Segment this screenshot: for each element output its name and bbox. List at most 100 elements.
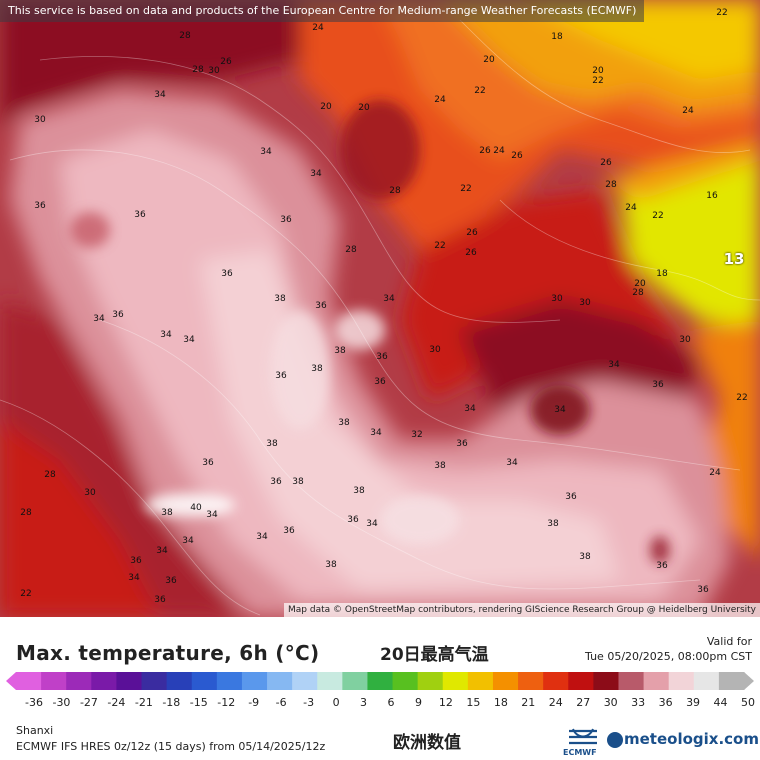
color-scale-tick-label: 0	[332, 696, 340, 709]
color-scale-tick-label: 15	[466, 696, 481, 709]
contour-label: 36	[283, 526, 295, 536]
contour-label: 20	[320, 102, 332, 112]
color-scale-segment	[693, 672, 720, 690]
contour-label: 40	[190, 503, 202, 513]
contour-label: 22	[460, 184, 472, 194]
contour-label: 36	[112, 310, 124, 320]
color-scale-tick-label: 18	[493, 696, 508, 709]
contour-label: 28	[389, 186, 401, 196]
contour-label: 38	[161, 508, 173, 518]
contour-label: 34	[366, 519, 378, 529]
contour-label: 34	[608, 360, 620, 370]
color-scale-segment	[518, 672, 544, 690]
contour-label: 38	[547, 519, 559, 529]
color-scale-tick-label: 30	[603, 696, 618, 709]
color-scale-tick-label: 6	[387, 696, 395, 709]
contour-label: 36	[165, 576, 177, 586]
contour-label: 36	[202, 458, 214, 468]
contour-label: 36	[154, 595, 166, 605]
contour-label: 34	[370, 428, 382, 438]
contour-label: 26	[466, 228, 478, 238]
contour-label: 34	[383, 294, 395, 304]
color-scale-min-arrow	[6, 672, 16, 690]
color-scale-max-arrow	[744, 672, 754, 690]
contour-label: 30	[34, 115, 46, 125]
contour-label: 32	[411, 430, 423, 440]
color-scale-tick-label: -6	[275, 696, 287, 709]
contour-label: 34	[156, 546, 168, 556]
color-scale-segment	[367, 672, 394, 690]
color-scale-segment	[568, 672, 594, 690]
color-scale-tick-label: -15	[189, 696, 208, 709]
color-scale-tick-label: 12	[438, 696, 453, 709]
color-scale-tick-label: 3	[360, 696, 368, 709]
color-scale-tick-label: -27	[79, 696, 98, 709]
contour-label: 34	[506, 458, 518, 468]
color-scale-segment	[267, 672, 293, 690]
color-scale-tick-label: 21	[521, 696, 536, 709]
contour-label: 38	[274, 294, 286, 304]
contour-label: 36	[134, 210, 146, 220]
contour-label: 34	[93, 314, 105, 324]
contour-label: 34	[183, 335, 195, 345]
color-scale-segment	[41, 672, 67, 690]
region-name: Shanxi	[16, 724, 54, 737]
meteologix-brand[interactable]: meteologix.com	[624, 730, 759, 748]
contour-label: 26	[511, 151, 523, 161]
contour-label: 34	[464, 404, 476, 414]
color-scale-segment	[116, 672, 143, 690]
contour-label: 38	[325, 560, 337, 570]
contour-label: 28	[605, 180, 617, 190]
boundary-lines	[0, 19, 760, 616]
contour-label: 38	[334, 346, 346, 356]
contour-label: 30	[579, 298, 591, 308]
map-attribution[interactable]: Map data © OpenStreetMap contributors, r…	[284, 603, 760, 617]
contour-label: 20	[634, 279, 646, 289]
color-scale-tick-label: 39	[686, 696, 701, 709]
color-scale-segment	[16, 672, 42, 690]
contour-label: 36	[347, 515, 359, 525]
temperature-map[interactable]: This service is based on data and produc…	[0, 0, 760, 617]
contour-label: 28	[20, 508, 32, 518]
contour-label: 28	[345, 245, 357, 255]
color-scale-segment	[317, 672, 343, 690]
contour-label: 36	[456, 439, 468, 449]
color-scale-tick-label: 24	[548, 696, 563, 709]
contour-label: 22	[474, 86, 486, 96]
temperature-field	[0, 0, 760, 617]
contour-label: 28	[632, 288, 644, 298]
color-scale-tick-label: 50	[741, 696, 755, 709]
contour-label: 22	[736, 393, 748, 403]
contour-label: 36	[565, 492, 577, 502]
contour-label: 20	[592, 66, 604, 76]
contour-label: 24	[434, 95, 446, 105]
color-scale-bar	[6, 672, 754, 690]
color-scale-tick-label: 9	[414, 696, 422, 709]
color-scale-segment	[241, 672, 268, 690]
contour-label: 22	[434, 241, 446, 251]
ecmwf-logo-icon[interactable]	[563, 727, 603, 755]
color-scale-segment	[442, 672, 469, 690]
contour-label: 26	[479, 146, 491, 156]
contour-label: 38	[338, 418, 350, 428]
contour-label: 18	[551, 32, 563, 42]
contour-label: 34	[154, 90, 166, 100]
contour-label: 18	[656, 269, 668, 279]
valid-for-label: Valid for	[706, 635, 752, 648]
color-scale-segment	[643, 672, 670, 690]
contour-label: 30	[84, 488, 96, 498]
contour-label: 26	[600, 158, 612, 168]
contour-label: 38	[292, 477, 304, 487]
contour-label: 36	[652, 380, 664, 390]
contour-label: 36	[280, 215, 292, 225]
contour-label: 22	[716, 8, 728, 18]
contour-label: 28	[192, 65, 204, 75]
color-scale-tick-label: 36	[658, 696, 673, 709]
color-scale-tick-label: 33	[631, 696, 646, 709]
color-scale-tick-label: -3	[303, 696, 315, 709]
highlight-temperature-label: 13	[723, 250, 745, 268]
contour-label: 34	[160, 330, 172, 340]
color-scale-segment	[492, 672, 519, 690]
contour-label: 24	[625, 203, 637, 213]
contour-label: 34	[554, 405, 566, 415]
